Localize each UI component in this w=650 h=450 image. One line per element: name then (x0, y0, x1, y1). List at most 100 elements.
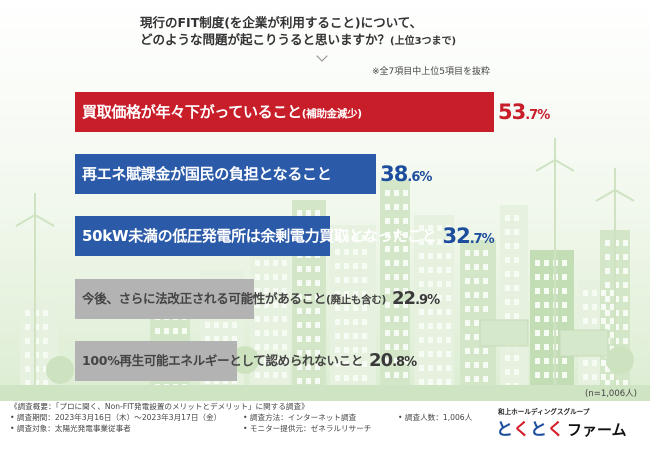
logo-word: ファーム (567, 421, 627, 439)
background-window (335, 319, 340, 325)
value-integer: 53 (498, 100, 526, 124)
background-window (623, 338, 628, 344)
background-window (419, 323, 424, 329)
background-window (264, 358, 269, 364)
background-window (505, 215, 510, 221)
background-window (214, 378, 219, 384)
background-window (385, 246, 390, 252)
background-window (483, 278, 488, 284)
background-window (437, 281, 442, 287)
background-window (205, 378, 210, 384)
background-window (419, 253, 424, 259)
background-window (446, 323, 451, 329)
background-window (623, 268, 628, 274)
background-window (605, 324, 610, 330)
logo-kana-2: く (513, 420, 530, 440)
background-window (25, 366, 30, 372)
background-window (514, 229, 519, 235)
value-integer: 22 (392, 288, 416, 309)
background-window (605, 310, 610, 316)
background-window (315, 280, 320, 286)
background-window (623, 324, 628, 330)
background-window (437, 295, 442, 301)
background-window (25, 338, 30, 344)
background-window (232, 322, 237, 328)
background-window (282, 344, 287, 350)
background-window (344, 305, 349, 311)
background-window (583, 374, 588, 380)
background-window (465, 348, 470, 354)
background-window (535, 344, 540, 350)
background-window (173, 328, 178, 334)
background-window (419, 239, 424, 245)
background-window (385, 302, 390, 308)
background-window (353, 277, 358, 283)
background-window (297, 308, 302, 314)
background-window (592, 304, 597, 310)
value-decimal: .9 (415, 293, 428, 308)
background-window (385, 218, 390, 224)
background-window (614, 338, 619, 344)
background-window (446, 225, 451, 231)
background-window (223, 322, 228, 328)
background-window (428, 239, 433, 245)
background-window (223, 378, 228, 384)
background-window (43, 338, 48, 344)
background-window (335, 361, 340, 367)
background-window (592, 360, 597, 366)
background-window (465, 320, 470, 326)
background-window (214, 322, 219, 328)
background-window (535, 302, 540, 308)
background-window (562, 302, 567, 308)
logo-kana-3: と (530, 420, 547, 440)
background-window (403, 232, 408, 238)
background-window (282, 260, 287, 266)
background-window (535, 288, 540, 294)
value-percent: % (419, 170, 432, 185)
bar-1 (75, 92, 494, 132)
logo-kana-1: と (496, 420, 513, 440)
background-window (437, 351, 442, 357)
background-window (353, 347, 358, 353)
background-window (315, 378, 320, 384)
bar-label-main: 買取価格が年々下がっていること (82, 103, 302, 121)
background-window (562, 372, 567, 378)
background-window (623, 254, 628, 260)
survey-method: • 調査方法：インターネット調査 (243, 413, 357, 422)
background-window (437, 323, 442, 329)
background-window (535, 274, 540, 280)
background-window (335, 305, 340, 311)
brand-group-name: 和上ホールディングスグループ (498, 408, 590, 416)
survey-target: • 調査対象：太陽光発電事業従事者 (10, 424, 131, 433)
background-window (465, 376, 470, 382)
background-window (465, 362, 470, 368)
survey-people: • 調査人数：1,006人 (398, 413, 473, 422)
background-window (255, 372, 260, 378)
background-window (335, 291, 340, 297)
value-decimal: .7 (469, 232, 483, 247)
background-window (605, 268, 610, 274)
bar-value-5: 20.8% (369, 341, 417, 381)
background-window (544, 274, 549, 280)
bar-label-4: 今後、さらに法改正される可能性があること(廃止も含む) (82, 279, 386, 319)
background-window (34, 380, 39, 386)
background-window (282, 358, 287, 364)
background-window (474, 334, 479, 340)
background-window (273, 302, 278, 308)
background-window (394, 218, 399, 224)
background-window (344, 333, 349, 339)
background-window (474, 306, 479, 312)
background-window (505, 243, 510, 249)
background-window (505, 369, 510, 375)
background-window (385, 330, 390, 336)
background-window (306, 308, 311, 314)
background-window (255, 316, 260, 322)
background-window (514, 271, 519, 277)
background-window (483, 306, 488, 312)
background-window (297, 280, 302, 286)
background-window (255, 302, 260, 308)
background-window (394, 190, 399, 196)
background-tree (606, 346, 634, 374)
background-window (385, 232, 390, 238)
